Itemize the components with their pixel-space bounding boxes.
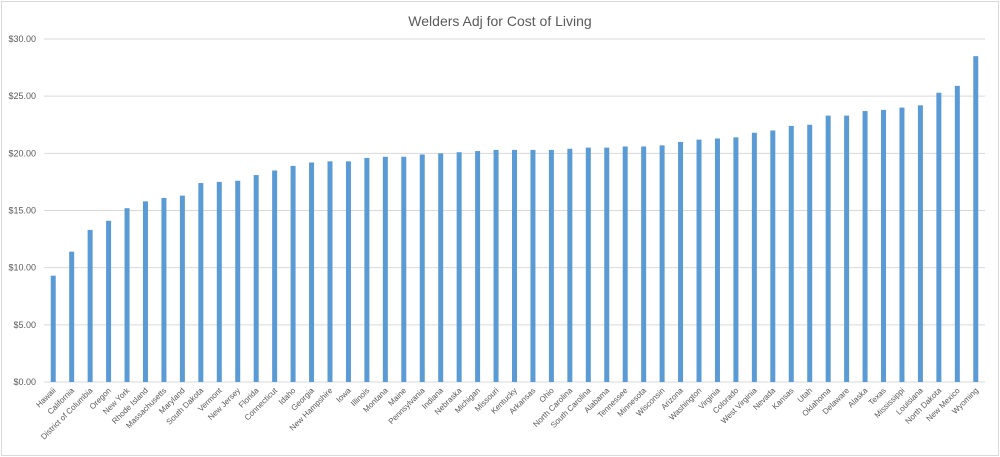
bar-massachusetts bbox=[161, 197, 167, 382]
bar-hawaii bbox=[50, 275, 56, 382]
y-tick-label: $0.00 bbox=[13, 377, 36, 387]
bar-texas bbox=[881, 109, 887, 383]
bar-florida bbox=[253, 175, 259, 382]
bars bbox=[50, 56, 979, 383]
y-tick-label: $10.00 bbox=[8, 263, 36, 273]
bar-delaware bbox=[844, 115, 850, 382]
bar-oklahoma bbox=[825, 115, 831, 382]
bar-virginia bbox=[714, 138, 720, 382]
bar-alaska bbox=[862, 111, 868, 382]
bar-west-virginia bbox=[751, 132, 757, 382]
bar-district-of-columbia bbox=[87, 229, 93, 382]
bar-new-hampshire bbox=[327, 161, 333, 382]
x-tick-label: Alaska bbox=[846, 386, 870, 410]
bar-montana bbox=[382, 156, 388, 382]
y-tick-label: $25.00 bbox=[8, 91, 36, 101]
bar-georgia bbox=[309, 162, 315, 382]
bar-indiana bbox=[438, 153, 444, 382]
y-tick-label: $20.00 bbox=[8, 148, 36, 158]
bar-kansas bbox=[788, 125, 794, 382]
bar-california bbox=[69, 251, 75, 382]
bar-rhode-island bbox=[142, 201, 148, 382]
bar-colorado bbox=[733, 137, 739, 382]
bar-north-carolina bbox=[567, 148, 573, 382]
bar-connecticut bbox=[272, 170, 278, 382]
bar-maine bbox=[401, 156, 407, 382]
bar-louisiana bbox=[917, 105, 923, 383]
bar-new-mexico bbox=[954, 85, 960, 383]
bar-south-carolina bbox=[585, 147, 591, 382]
bar-tennessee bbox=[622, 146, 628, 382]
chart-title: Welders Adj for Cost of Living bbox=[408, 13, 591, 29]
bar-oregon bbox=[106, 220, 112, 382]
bar-new-york bbox=[124, 208, 130, 382]
bar-ohio bbox=[548, 149, 554, 382]
bar-north-dakota bbox=[936, 92, 942, 382]
bar-missouri bbox=[493, 149, 499, 382]
bar-nevada bbox=[770, 130, 776, 382]
bar-arizona bbox=[678, 141, 684, 382]
bar-utah bbox=[807, 124, 813, 382]
bar-new-jersey bbox=[235, 180, 241, 382]
bar-iowa bbox=[345, 161, 351, 382]
bar-pennsylvania bbox=[419, 154, 425, 382]
bar-mississippi bbox=[899, 107, 905, 382]
bar-wisconsin bbox=[659, 145, 665, 382]
bar-idaho bbox=[290, 165, 296, 382]
y-tick-label: $5.00 bbox=[13, 320, 36, 330]
bar-kentucky bbox=[512, 149, 517, 382]
bar-nebraska bbox=[456, 152, 462, 382]
y-axis-ticks: $0.00 $5.00 $10.00 $15.00 $20.00 $25.00 $30.00 bbox=[8, 34, 36, 387]
bar-maryland bbox=[179, 195, 185, 382]
bar-alabama bbox=[604, 147, 610, 382]
bar-south-dakota bbox=[198, 183, 204, 382]
bar-wyoming bbox=[973, 56, 979, 383]
bar-michigan bbox=[475, 151, 481, 382]
bar-illinois bbox=[364, 157, 370, 382]
y-tick-label: $30.00 bbox=[8, 34, 36, 44]
bar-minnesota bbox=[641, 146, 647, 382]
y-tick-label: $15.00 bbox=[8, 206, 36, 216]
bar-arkansas bbox=[530, 149, 536, 382]
bar-washington bbox=[696, 139, 702, 382]
bar-vermont bbox=[216, 181, 222, 382]
